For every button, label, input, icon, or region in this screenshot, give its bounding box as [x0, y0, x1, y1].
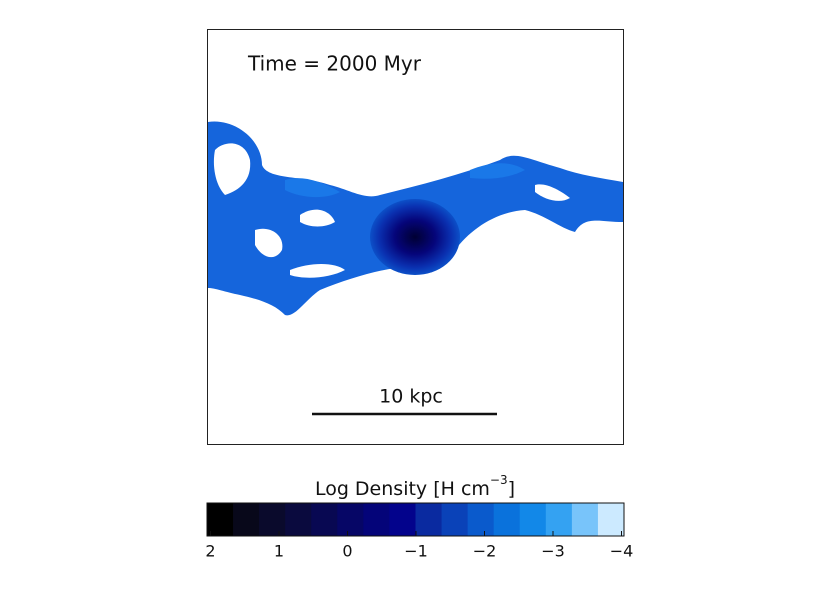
- colorbar-band: [441, 503, 469, 536]
- x-tick-label: −1: [404, 542, 428, 561]
- colorbar: 2 1 0 −1 −2 −3 −4: [205, 502, 634, 561]
- colorbar-band: [493, 503, 521, 536]
- colorbar-band: [415, 503, 443, 536]
- label-exponent: −3: [490, 473, 508, 487]
- gas-structure: [208, 121, 623, 316]
- colorbar-band: [207, 503, 234, 536]
- time-label: Time = 2000 Myr: [247, 52, 422, 76]
- x-tick-label: −4: [610, 542, 634, 561]
- colorbar-band: [363, 503, 390, 536]
- colorbar-band: [519, 503, 547, 536]
- label-text: Log Density [H cm: [315, 478, 490, 500]
- x-tick-label: 1: [274, 542, 284, 561]
- colorbar-band: [337, 503, 364, 536]
- colorbar-label: Log Density [H cm−3]: [315, 473, 515, 500]
- colorbar-band: [233, 503, 260, 536]
- colorbar-band: [285, 503, 312, 536]
- colorbar-band: [259, 503, 286, 536]
- x-tick-label: −3: [541, 542, 565, 561]
- colorbar-band: [597, 503, 625, 536]
- scale-label: 10 kpc: [379, 386, 443, 408]
- x-tick-label: −2: [473, 542, 497, 561]
- colorbar-band: [311, 503, 338, 536]
- label-close: ]: [508, 478, 515, 500]
- colorbar-band: [571, 503, 599, 536]
- x-tick-label: 2: [205, 542, 215, 561]
- colorbar-band: [467, 503, 495, 536]
- colorbar-band: [389, 503, 416, 536]
- colorbar-band: [545, 503, 573, 536]
- x-tick-label: 0: [342, 542, 352, 561]
